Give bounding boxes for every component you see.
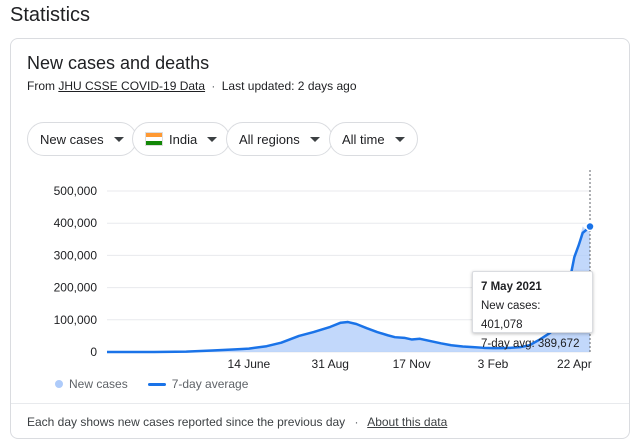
time-dropdown[interactable]: All time — [329, 122, 418, 156]
last-updated: Last updated: 2 days ago — [221, 79, 357, 93]
chevron-down-icon — [207, 136, 218, 142]
source-prefix: From — [27, 79, 55, 93]
avg-legend-line — [147, 382, 166, 386]
source-link[interactable]: JHU CSSE COVID-19 Data — [58, 79, 206, 93]
chart-tooltip: 7 May 2021 New cases: 401,078 7-day avg:… — [472, 271, 593, 350]
chevron-down-icon — [113, 136, 124, 142]
footer-divider — [11, 403, 629, 404]
footer: Each day shows new cases reported since … — [27, 415, 447, 429]
y-tick-label: 100,000 — [54, 313, 98, 327]
stats-card: New cases and deaths From JHU CSSE COVID… — [10, 38, 630, 439]
y-tick-label: 200,000 — [54, 281, 98, 295]
x-tick-label: 3 Feb — [478, 357, 509, 371]
separator-dot: · — [354, 415, 359, 429]
legend-avg: 7-day average — [171, 377, 249, 391]
region-dropdown[interactable]: All regions — [226, 122, 333, 156]
chevron-down-icon — [394, 136, 405, 142]
y-tick-label: 500,000 — [54, 184, 98, 198]
country-dropdown[interactable]: India — [132, 122, 231, 156]
page-title: Statistics — [10, 4, 91, 26]
chevron-down-icon — [309, 136, 320, 142]
metric-dropdown-label: New cases — [40, 131, 104, 147]
region-dropdown-label: All regions — [239, 131, 300, 147]
x-tick-label: 14 June — [228, 357, 271, 371]
x-tick-label: 17 Nov — [393, 357, 431, 371]
source-line: From JHU CSSE COVID-19 Data · Last updat… — [27, 79, 357, 93]
hover-point — [585, 221, 595, 232]
tooltip-date: 7 May 2021 — [481, 281, 542, 293]
x-tick-label: 31 Aug — [312, 357, 349, 371]
y-tick-label: 300,000 — [54, 248, 98, 262]
india-flag-icon — [145, 132, 163, 146]
y-tick-label: 0 — [90, 345, 97, 359]
time-dropdown-label: All time — [342, 131, 385, 147]
separator-dot: · — [211, 79, 216, 93]
footer-note: Each day shows new cases reported since … — [27, 415, 346, 429]
metric-dropdown[interactable]: New cases — [27, 122, 137, 156]
tooltip-avg: 7-day avg: 389,672 — [481, 338, 580, 350]
about-data-link[interactable]: About this data — [367, 415, 448, 429]
y-tick-label: 400,000 — [54, 216, 98, 230]
card-title: New cases and deaths — [27, 53, 210, 73]
chart-legend: New cases 7-day average — [55, 377, 248, 391]
tooltip-new-cases: New cases: 401,078 — [481, 300, 541, 331]
legend-new-cases: New cases — [69, 377, 128, 391]
x-tick-label: 22 Apr — [557, 357, 592, 371]
new-cases-legend-dot — [55, 380, 63, 388]
country-dropdown-label: India — [169, 131, 198, 147]
